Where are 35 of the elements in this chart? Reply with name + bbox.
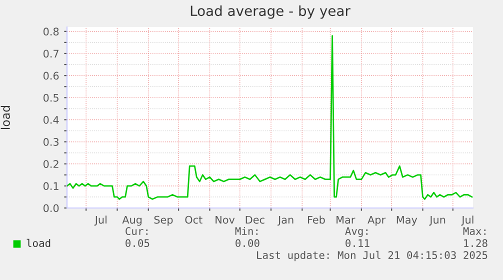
x-tick-label: Mar	[336, 216, 356, 224]
x-tick-label: Jun	[429, 216, 446, 226]
x-tick-label: Oct	[185, 216, 202, 224]
x-tick-label: Sep	[154, 216, 173, 226]
x-tick-label: Aug	[122, 216, 142, 226]
text: Max:	[463, 227, 486, 236]
text: Last update: Mon Jul 21 04:15:03 2025	[257, 250, 488, 262]
text: Min:	[235, 226, 258, 235]
text: Cur:	[126, 227, 148, 236]
text: 1.28	[464, 239, 488, 248]
legend-label: load	[26, 238, 50, 248]
x-tick-label: Dec	[246, 216, 264, 224]
line-series	[67, 35, 473, 200]
y-tick-label: 0.1	[43, 182, 58, 190]
x-tick-label: May	[396, 216, 418, 226]
y-tick-label: 0.6	[43, 72, 59, 80]
y-axis-title: load	[0, 106, 10, 130]
y-tick-label: 0.7	[43, 50, 58, 58]
text: 0.00	[236, 239, 260, 248]
y-tick-label: 0.0	[43, 204, 59, 212]
y-tick-label: 0.2	[43, 160, 58, 168]
y-tick-label: 0.8	[43, 28, 59, 36]
x-tick-label: Jan	[278, 216, 294, 226]
text: 0.11	[346, 239, 370, 248]
x-tick-label: Feb	[308, 216, 325, 224]
y-tick-label: 0.5	[43, 94, 58, 102]
text: 0.05	[126, 239, 150, 248]
text: Avg:	[345, 227, 368, 238]
y-tick-label: 0.4	[43, 116, 59, 124]
x-tick-label: Nov	[216, 216, 235, 224]
x-tick-label: Jul	[94, 216, 106, 226]
y-tick-label: 0.3	[43, 138, 59, 146]
x-tick-label: Jul	[461, 216, 474, 226]
chart-title: Load average - by year	[190, 5, 350, 19]
x-tick-label: Apr	[368, 216, 386, 226]
